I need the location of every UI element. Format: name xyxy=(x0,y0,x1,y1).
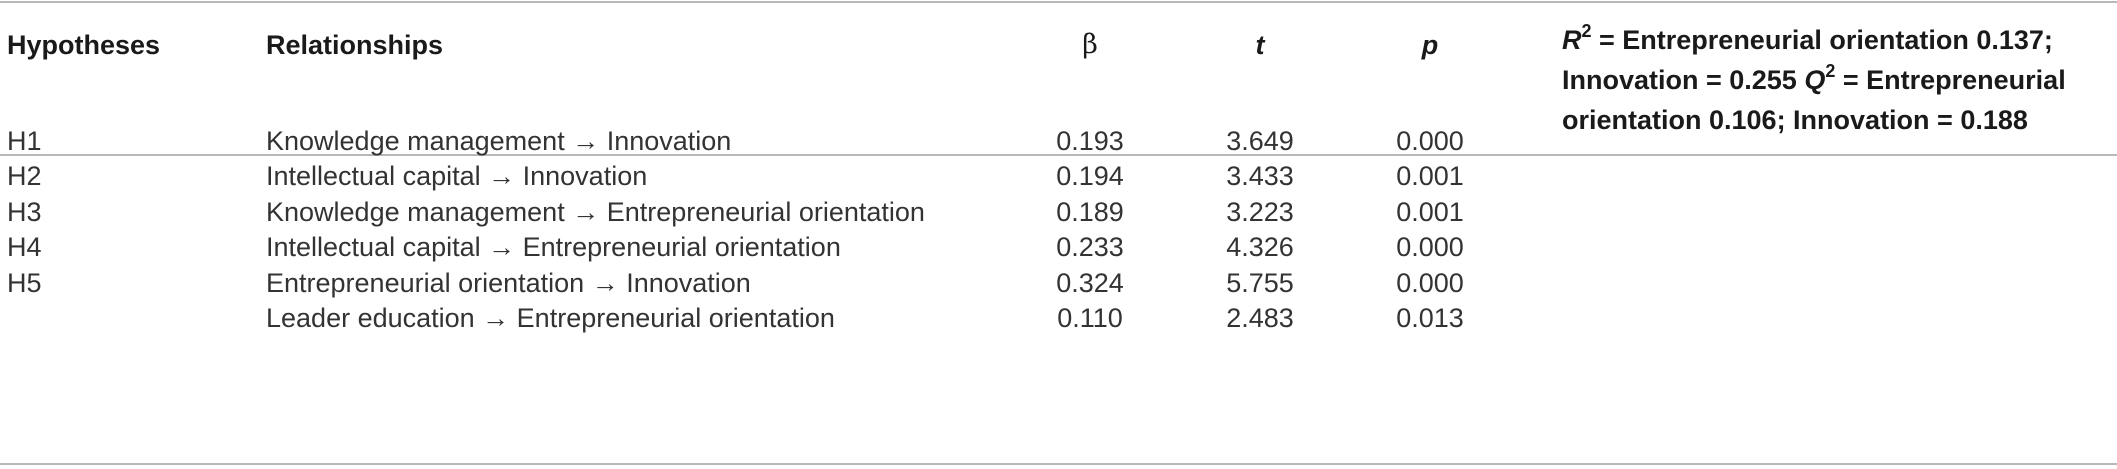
cell-p: 0.000 xyxy=(1396,126,1464,156)
header-hypotheses: Hypotheses xyxy=(7,30,161,60)
table-row: H5 Entrepreneurial orientation → Innovati… xyxy=(0,259,2117,307)
cell-hypothesis: H3 xyxy=(7,196,42,227)
header-p: p xyxy=(1421,30,1439,60)
cell-t: 3.433 xyxy=(1226,161,1294,192)
cell-t: 4.326 xyxy=(1226,232,1294,263)
cell-beta: 0.189 xyxy=(1056,196,1124,227)
cell-beta: 0.194 xyxy=(1056,161,1124,192)
header-model-fit-note: R2 = Entrepreneurial orientation 0.137; … xyxy=(1562,20,2107,140)
header-beta: β xyxy=(1082,29,1098,60)
q-squared-sup: 2 xyxy=(1825,61,1836,81)
cell-hypothesis: H2 xyxy=(7,161,42,192)
cell-t: 2.483 xyxy=(1226,303,1294,333)
r-squared-text: = Entrepreneurial orientation 0.137; Inn… xyxy=(1562,25,2053,95)
cell-t: 3.223 xyxy=(1226,196,1294,227)
cell-p: 0.000 xyxy=(1396,232,1464,263)
cell-beta: 0.324 xyxy=(1056,267,1124,298)
cell-t: 3.649 xyxy=(1226,126,1294,156)
cell-relationship: Knowledge management → Entrepreneurial o… xyxy=(266,196,925,227)
table-row: H1 Knowledge management → Innovation 0.193… xyxy=(0,117,2117,165)
cell-p: 0.000 xyxy=(1396,267,1464,298)
cell-relationship: Knowledge management → Innovation xyxy=(266,126,732,156)
cell-beta: 0.110 xyxy=(1057,303,1123,333)
cell-relationship: Leader education → Entrepreneurial orien… xyxy=(266,303,835,333)
cell-p: 0.013 xyxy=(1396,303,1464,333)
cell-relationship: Intellectual capital → Innovation xyxy=(266,161,648,192)
q-squared-text: = Entrepreneurial orientation 0.106; Inn… xyxy=(1562,65,2066,135)
header-relationships: Relationships xyxy=(266,30,444,60)
cell-relationship: Entrepreneurial orientation → Innovation xyxy=(266,267,751,298)
q-squared-symbol: Q xyxy=(1804,65,1826,95)
table-bottom-rule xyxy=(0,463,2117,465)
r-squared-symbol: R xyxy=(1562,25,1582,55)
table-row: Leader education → Entrepreneurial orien… xyxy=(0,294,2117,342)
table-header-rule xyxy=(0,154,2117,156)
cell-p: 0.001 xyxy=(1396,161,1464,192)
table-row: H4 Intellectual capital → Entrepreneurial… xyxy=(0,223,2117,271)
cell-hypothesis: H1 xyxy=(7,126,42,156)
cell-hypothesis: H5 xyxy=(7,267,42,298)
cell-beta: 0.233 xyxy=(1056,232,1124,263)
cell-relationship: Intellectual capital → Entrepreneurial o… xyxy=(266,232,841,263)
cell-hypothesis: H4 xyxy=(7,232,42,263)
cell-t: 5.755 xyxy=(1226,267,1294,298)
table-top-rule xyxy=(0,1,2117,3)
cell-p: 0.001 xyxy=(1396,196,1464,227)
r-squared-sup: 2 xyxy=(1581,21,1592,41)
table-row: H2 Intellectual capital → Innovation 0.194… xyxy=(0,152,2117,200)
cell-beta: 0.193 xyxy=(1056,126,1124,156)
header-t: t xyxy=(1255,30,1265,60)
table-row: H3 Knowledge management → Entrepreneurial… xyxy=(0,188,2117,236)
